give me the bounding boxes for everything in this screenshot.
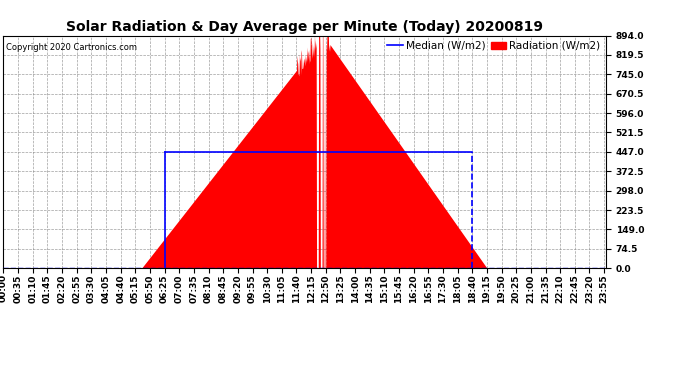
Legend: Median (W/m2), Radiation (W/m2): Median (W/m2), Radiation (W/m2) [387, 41, 600, 51]
Title: Solar Radiation & Day Average per Minute (Today) 20200819: Solar Radiation & Day Average per Minute… [66, 21, 543, 34]
Text: Copyright 2020 Cartronics.com: Copyright 2020 Cartronics.com [6, 43, 137, 52]
